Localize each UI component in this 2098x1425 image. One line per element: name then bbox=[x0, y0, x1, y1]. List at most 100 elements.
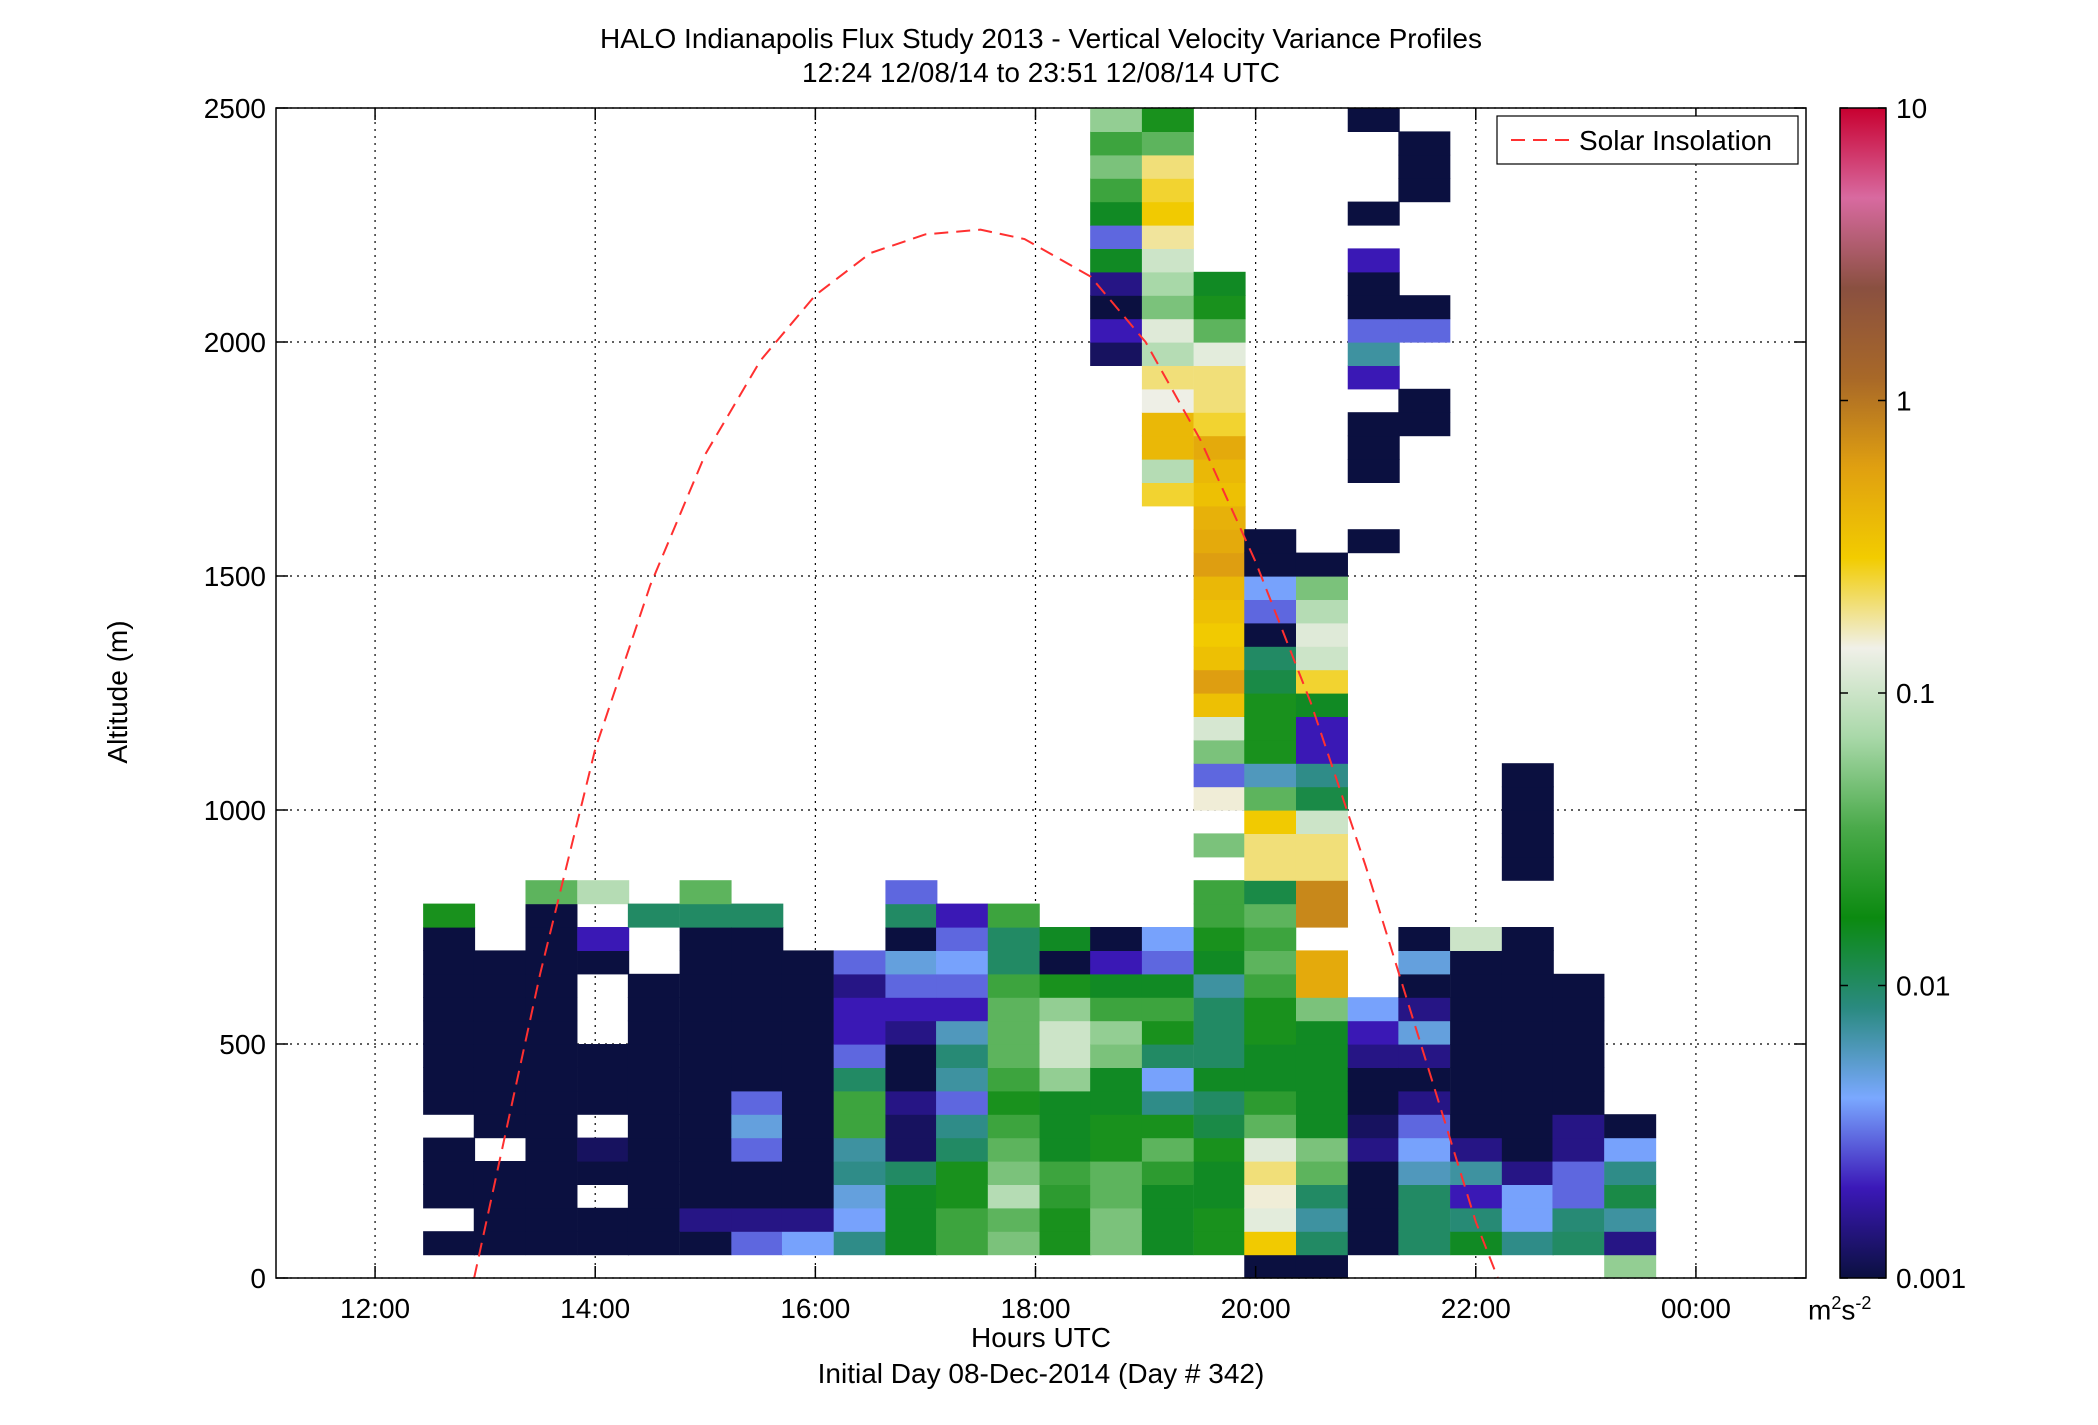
heatmap-cell bbox=[781, 1044, 834, 1068]
heatmap-cell bbox=[525, 1207, 578, 1232]
heatmap-cell bbox=[627, 1161, 680, 1185]
heatmap-cell bbox=[1552, 1161, 1605, 1185]
heatmap-cell bbox=[1295, 880, 1348, 905]
heatmap-cell bbox=[1193, 646, 1246, 671]
heatmap-cell bbox=[1295, 786, 1348, 811]
heatmap-cell bbox=[987, 1137, 1040, 1162]
heatmap-cell bbox=[731, 903, 784, 928]
heatmap-cell bbox=[1501, 973, 1554, 998]
heatmap-cell bbox=[731, 1114, 784, 1139]
heatmap-cell bbox=[1039, 1114, 1092, 1139]
heatmap-cell bbox=[1347, 412, 1400, 437]
chart-subtitle: 12:24 12/08/14 to 23:51 12/08/14 UTC bbox=[802, 57, 1280, 88]
heatmap-cell bbox=[885, 1090, 938, 1115]
heatmap-cell bbox=[423, 950, 476, 975]
heatmap-cell bbox=[1295, 739, 1348, 764]
heatmap-cell bbox=[577, 1161, 630, 1185]
heatmap-cell bbox=[627, 1020, 680, 1045]
heatmap-cell bbox=[1193, 669, 1246, 694]
heatmap-cell bbox=[731, 1231, 784, 1256]
heatmap-cell bbox=[1039, 997, 1092, 1022]
heatmap-cell bbox=[1244, 1184, 1297, 1209]
heatmap-cell bbox=[833, 1207, 886, 1232]
heatmap-cell bbox=[1295, 576, 1348, 600]
heatmap-cell bbox=[1039, 973, 1092, 998]
heatmap-cell bbox=[1193, 271, 1246, 296]
heatmap-cell bbox=[577, 880, 630, 905]
heatmap-cell bbox=[627, 1090, 680, 1115]
heatmap-cell bbox=[1244, 576, 1297, 600]
heatmap-cell bbox=[525, 1044, 578, 1068]
heatmap-cell bbox=[731, 1207, 784, 1232]
heatmap-cell bbox=[1193, 599, 1246, 624]
heatmap-cell bbox=[1193, 576, 1246, 600]
heatmap-cell bbox=[1347, 108, 1400, 132]
heatmap-cell bbox=[1398, 1020, 1451, 1045]
heatmap-cell bbox=[1090, 1067, 1143, 1092]
heatmap-cell bbox=[1141, 154, 1194, 179]
heatmap-cell bbox=[1090, 108, 1143, 132]
heatmap-cell bbox=[1450, 1231, 1503, 1256]
y-tick-label: 2000 bbox=[204, 327, 266, 358]
heatmap-cell bbox=[627, 1137, 680, 1162]
heatmap-cell bbox=[1244, 1207, 1297, 1232]
heatmap-cell bbox=[833, 950, 886, 975]
heatmap-cell bbox=[679, 880, 732, 905]
heatmap-cell bbox=[1193, 412, 1246, 437]
heatmap-cell bbox=[1501, 1231, 1554, 1256]
colorbar-tick-label: 1 bbox=[1896, 386, 1912, 417]
heatmap-cell bbox=[1141, 927, 1194, 951]
heatmap-cell bbox=[833, 1161, 886, 1185]
heatmap-cell bbox=[1193, 950, 1246, 975]
heatmap-cells bbox=[423, 108, 1657, 1279]
heatmap-cell bbox=[936, 1207, 989, 1232]
heatmap-cell bbox=[1347, 529, 1400, 554]
heatmap-cell bbox=[1193, 1044, 1246, 1068]
heatmap-cell bbox=[577, 1090, 630, 1115]
heatmap-cell bbox=[1193, 342, 1246, 366]
heatmap-cell bbox=[1450, 1184, 1503, 1209]
heatmap-cell bbox=[1141, 365, 1194, 390]
heatmap-cell bbox=[1604, 1254, 1657, 1279]
heatmap-cell bbox=[1193, 716, 1246, 741]
heatmap-cell bbox=[1193, 482, 1246, 507]
heatmap-cell bbox=[679, 1020, 732, 1045]
heatmap-cell bbox=[1244, 950, 1297, 975]
heatmap-cell bbox=[1295, 669, 1348, 694]
heatmap-cell bbox=[1398, 1231, 1451, 1256]
heatmap-cell bbox=[1552, 997, 1605, 1022]
colorbar-tick-label: 10 bbox=[1896, 93, 1927, 124]
heatmap-cell bbox=[1501, 786, 1554, 811]
heatmap-cell bbox=[473, 950, 526, 975]
heatmap-cell bbox=[1141, 201, 1194, 226]
colorbar-tick-label: 0.1 bbox=[1896, 678, 1935, 709]
heatmap-cell bbox=[1244, 1137, 1297, 1162]
heatmap-cell bbox=[1193, 693, 1246, 717]
heatmap-cell bbox=[1552, 1020, 1605, 1045]
heatmap-cell bbox=[987, 973, 1040, 998]
heatmap-cell bbox=[1141, 1184, 1194, 1209]
heatmap-cell bbox=[1193, 552, 1246, 577]
heatmap-cell bbox=[1501, 1090, 1554, 1115]
heatmap-cell bbox=[1501, 1184, 1554, 1209]
heatmap-cell bbox=[1090, 997, 1143, 1022]
heatmap-cell bbox=[1244, 1161, 1297, 1185]
heatmap-cell bbox=[577, 1067, 630, 1092]
heatmap-cell bbox=[1552, 1067, 1605, 1092]
heatmap-cell bbox=[1347, 1067, 1400, 1092]
heatmap-cell bbox=[936, 1184, 989, 1209]
heatmap-cell bbox=[833, 997, 886, 1022]
heatmap-cell bbox=[423, 1020, 476, 1045]
heatmap-cell bbox=[577, 1137, 630, 1162]
heatmap-cell bbox=[423, 973, 476, 998]
heatmap-cell bbox=[1398, 1114, 1451, 1139]
heatmap-cell bbox=[1450, 997, 1503, 1022]
heatmap-cell bbox=[1398, 1207, 1451, 1232]
heatmap-cell bbox=[781, 1161, 834, 1185]
heatmap-cell bbox=[1244, 1090, 1297, 1115]
heatmap-cell bbox=[1244, 1114, 1297, 1139]
heatmap-cell bbox=[1193, 529, 1246, 554]
heatmap-cell bbox=[1295, 950, 1348, 975]
heatmap-cell bbox=[1193, 622, 1246, 647]
heatmap-cell bbox=[1501, 1207, 1554, 1232]
